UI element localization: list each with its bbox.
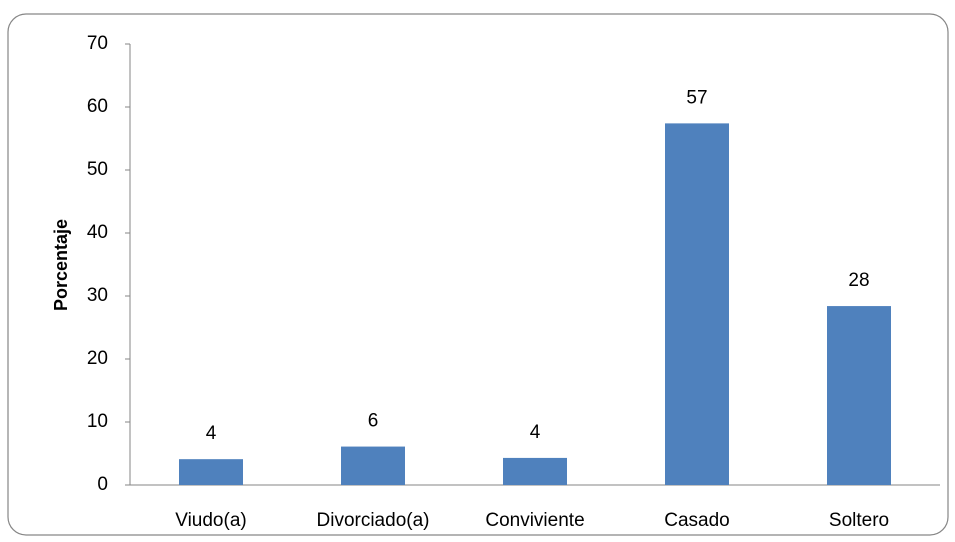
y-tick-label: 20 (87, 348, 108, 369)
y-tick-label: 10 (87, 411, 108, 432)
y-tick-label: 60 (87, 96, 108, 117)
chart-frame (7, 13, 949, 536)
bar (827, 306, 891, 485)
x-tick-label: Soltero (829, 510, 889, 531)
data-label: 4 (206, 423, 217, 444)
data-label: 4 (530, 422, 541, 443)
x-tick-label: Viudo(a) (175, 510, 246, 531)
bar (179, 459, 243, 485)
x-tick-label: Casado (664, 510, 730, 531)
y-tick-label: 40 (87, 222, 108, 243)
data-label: 28 (848, 270, 869, 291)
y-tick-label: 50 (87, 159, 108, 180)
x-tick-label: Divorciado(a) (317, 510, 430, 531)
y-tick-label: 0 (97, 474, 108, 495)
x-tick-label: Conviviente (485, 510, 584, 531)
data-label: 6 (368, 411, 379, 432)
bar (665, 123, 729, 485)
data-label: 57 (686, 87, 707, 108)
y-tick-label: 30 (87, 285, 108, 306)
y-axis-label: Porcentaje (51, 219, 71, 311)
bar (341, 446, 405, 485)
bar (503, 457, 567, 485)
y-tick-label: 70 (87, 33, 108, 54)
